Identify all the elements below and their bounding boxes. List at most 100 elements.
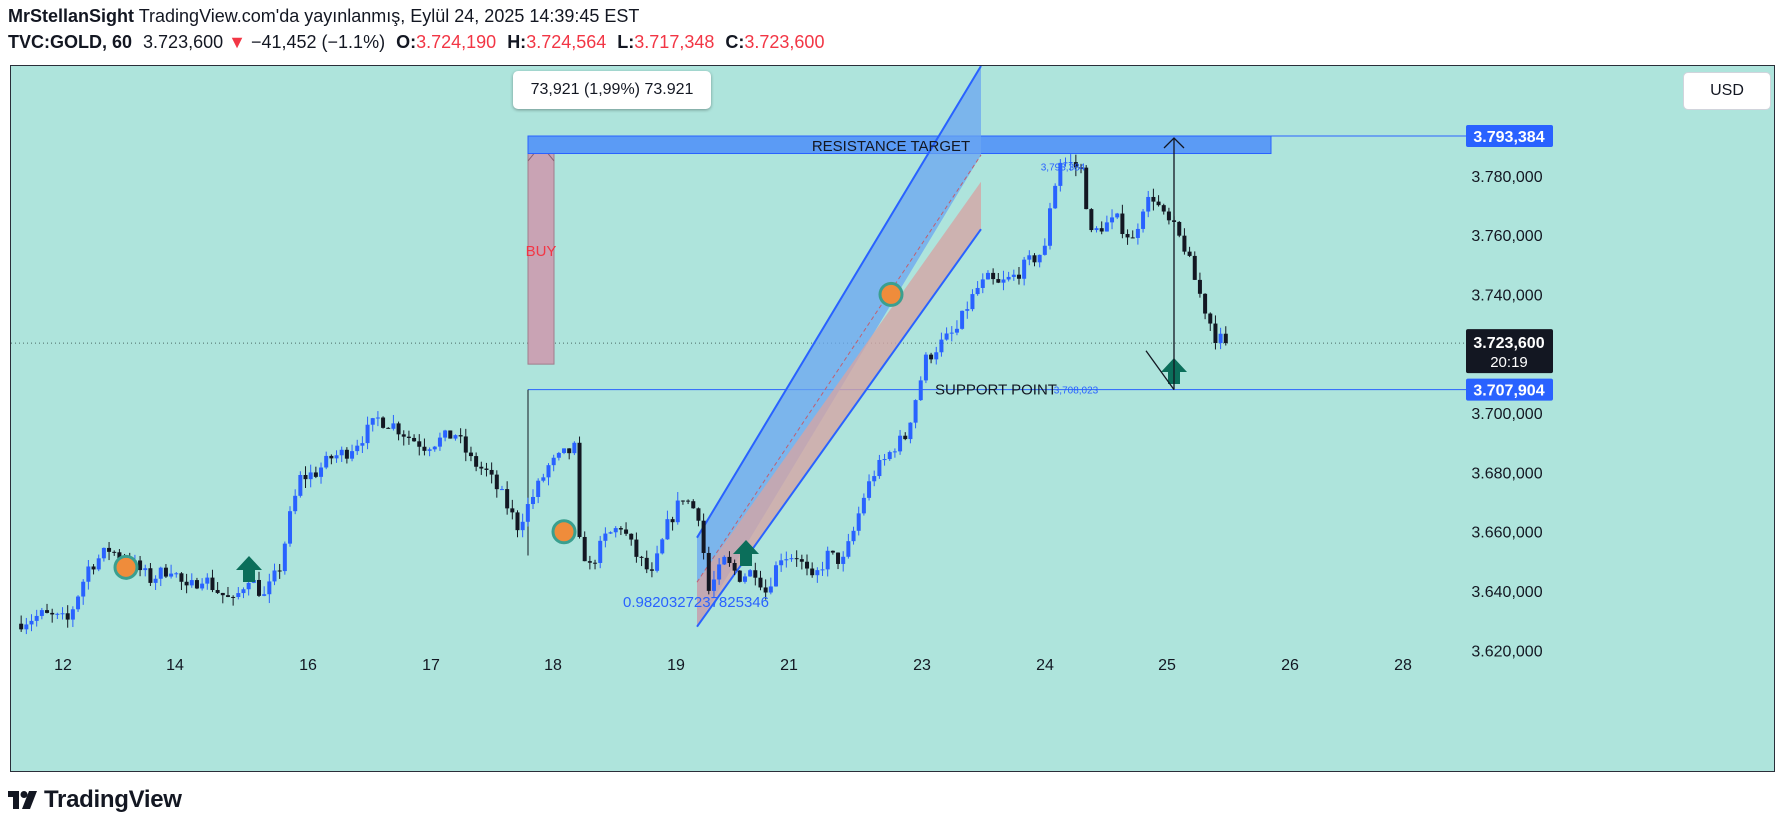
candle-body <box>882 459 887 461</box>
candle-body <box>1006 276 1011 280</box>
open-value: 3.724,190 <box>416 32 497 52</box>
candle-body <box>386 427 391 429</box>
candle-body <box>773 565 778 587</box>
close-label: C: <box>725 32 745 52</box>
x-tick-label: 16 <box>299 657 317 674</box>
candle-body <box>1135 228 1140 238</box>
tradingview-logo[interactable]: TradingView <box>8 786 182 814</box>
candle-body <box>494 474 499 490</box>
candle-body <box>1192 255 1197 280</box>
candle-body <box>458 435 463 437</box>
candle-body <box>846 541 851 557</box>
candle-body <box>282 543 287 572</box>
candle-body <box>489 469 494 475</box>
candle-body <box>856 513 861 531</box>
currency-button[interactable]: USD <box>1683 72 1771 110</box>
candle-body <box>1099 228 1104 232</box>
candle-body <box>194 580 199 589</box>
author-name[interactable]: MrStellanSight <box>8 6 135 26</box>
candle-body <box>1042 245 1047 255</box>
candle-body <box>965 309 970 311</box>
candle-body <box>789 558 794 560</box>
chart-area[interactable]: BUY RESISTANCE TARGET SUPPORT POINT 3,708,… <box>10 65 1775 772</box>
candle-body <box>101 547 106 559</box>
x-tick-label: 17 <box>422 657 440 674</box>
candle-body <box>443 430 448 438</box>
candle-body <box>655 553 660 571</box>
candle-body <box>107 547 112 552</box>
symbol-label[interactable]: TVC:GOLD, 60 <box>8 32 133 52</box>
candle-body <box>81 581 86 597</box>
candle-body <box>365 424 370 444</box>
y-tick-label: 3.700,000 <box>1471 406 1542 423</box>
candle-body <box>288 511 293 544</box>
candle-body <box>1073 162 1078 168</box>
x-tick-label: 12 <box>54 657 72 674</box>
candle-body <box>1197 279 1202 294</box>
candle-body <box>629 533 634 540</box>
candle-body <box>593 562 598 564</box>
support-small-label: 3,708,023 <box>1054 386 1099 397</box>
candle-body <box>582 536 587 562</box>
x-tick-label: 24 <box>1036 657 1054 674</box>
current-price-badge-bg <box>1466 329 1553 374</box>
tradingview-logo-icon <box>8 791 37 809</box>
candle-body <box>1218 333 1223 344</box>
measure-label[interactable]: 73,921 (1,99%) 73.921 <box>513 71 711 109</box>
candle-body <box>417 441 422 447</box>
candle-body <box>463 436 468 453</box>
candle-body <box>825 550 830 570</box>
candle-body <box>510 508 515 513</box>
candle-body <box>861 497 866 514</box>
candle-body <box>758 577 763 588</box>
candle-body <box>908 422 913 440</box>
candle-body <box>541 477 546 481</box>
x-tick-label: 26 <box>1281 657 1299 674</box>
candle-body <box>313 472 318 477</box>
candle-body <box>39 610 44 616</box>
candle-body <box>546 465 551 478</box>
x-tick-label: 23 <box>913 657 931 674</box>
candle-body <box>34 615 39 621</box>
candle-body <box>727 556 732 563</box>
y-tick-label: 3.680,000 <box>1471 465 1542 482</box>
change-down-icon: ▼ <box>228 32 246 52</box>
candle-body <box>396 423 401 435</box>
candle-body <box>794 558 799 560</box>
candle-body <box>737 570 742 582</box>
candle-body <box>468 452 473 457</box>
candle-body <box>660 539 665 554</box>
candle-body <box>939 339 944 353</box>
support-label: SUPPORT POINT <box>935 382 1057 399</box>
candle-body <box>562 448 567 453</box>
candle-body <box>753 570 758 578</box>
candle-body <box>567 448 572 454</box>
candle-body <box>236 593 241 598</box>
candle-body <box>1177 221 1182 236</box>
candle-body <box>1161 205 1166 212</box>
candle-body <box>608 532 613 534</box>
candle-body <box>1058 162 1063 186</box>
candle-body <box>1182 235 1187 252</box>
candle-body <box>1203 293 1208 314</box>
candle-body <box>748 570 753 577</box>
candle-body <box>45 610 50 613</box>
candle-body <box>163 567 168 577</box>
candle-body <box>515 512 520 531</box>
candle-body <box>996 279 1001 283</box>
candle-body <box>618 528 623 530</box>
y-tick-label: 3.780,000 <box>1471 169 1542 186</box>
candle-body <box>934 352 939 360</box>
channel-top-line <box>696 66 982 539</box>
candle-body <box>272 570 277 582</box>
candle-body <box>784 559 789 561</box>
price-chart[interactable]: BUY RESISTANCE TARGET SUPPORT POINT3,708,… <box>11 66 1775 772</box>
candle-body <box>1063 162 1068 164</box>
candle-body <box>722 556 727 565</box>
candle-body <box>1208 313 1213 324</box>
candle-body <box>179 573 184 582</box>
candle-body <box>1141 211 1146 229</box>
candle-body <box>339 449 344 456</box>
candle-body <box>184 581 189 586</box>
